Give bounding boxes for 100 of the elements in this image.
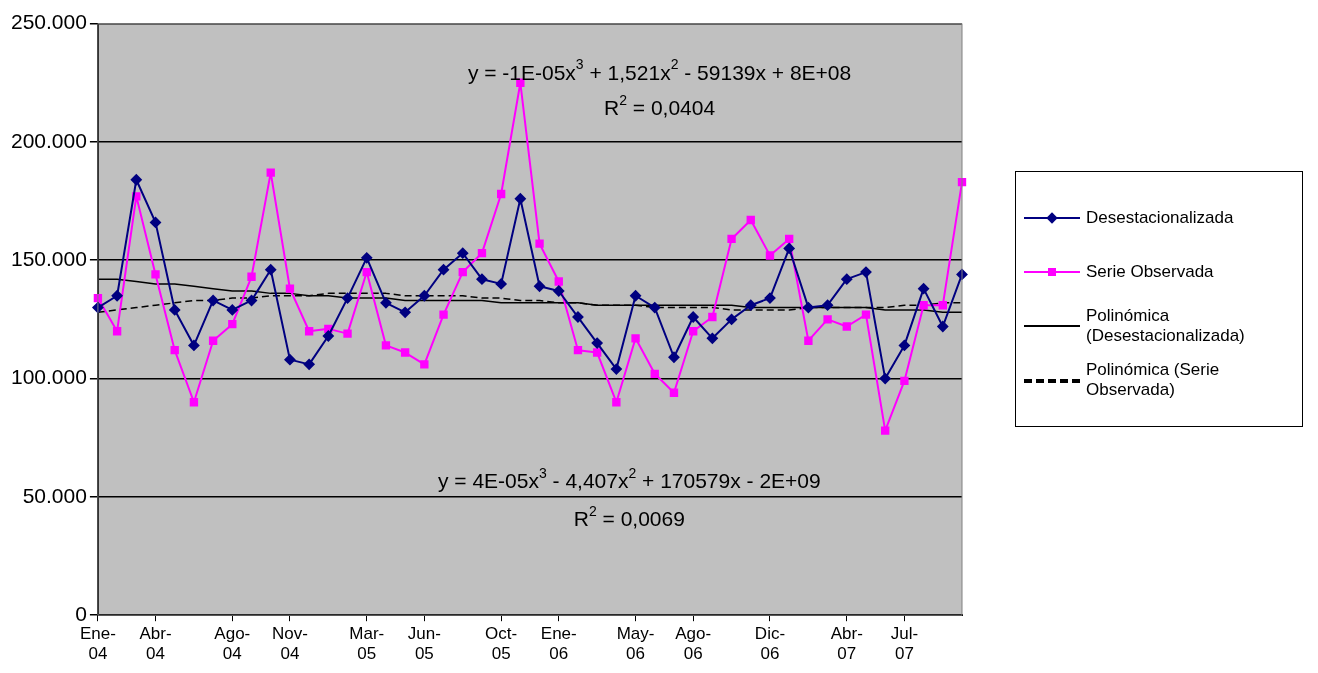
point (439, 310, 448, 319)
x-tick-label: Mar-05 (349, 624, 385, 664)
point (342, 292, 354, 304)
point (476, 273, 488, 285)
point (706, 332, 718, 344)
x-tick-label: Dic-06 (754, 624, 786, 664)
x-tick-label: Ene-04 (79, 624, 116, 664)
point (592, 348, 602, 357)
point (554, 277, 563, 286)
point (919, 301, 928, 310)
point (189, 398, 199, 407)
point (322, 330, 334, 342)
point (860, 266, 872, 278)
point (687, 311, 699, 323)
point (112, 327, 122, 336)
point (496, 189, 506, 199)
point (169, 304, 181, 316)
point (188, 339, 200, 351)
point (535, 239, 544, 248)
point (150, 216, 162, 228)
legend-label: Polinómica (Serie Observada) (1086, 360, 1221, 400)
y-tick-label: 50.000 (22, 483, 87, 507)
point (343, 329, 352, 338)
point (266, 168, 275, 177)
x-tick-label: Oct-05 (485, 624, 518, 664)
point (822, 299, 834, 311)
point (495, 278, 507, 290)
x-tick-label: Nov-04 (271, 624, 308, 664)
y-tick-label: 150.000 (10, 247, 87, 271)
point (898, 339, 910, 351)
y-tick-label: 0 (75, 602, 87, 625)
point (746, 215, 755, 225)
point (284, 354, 296, 366)
point (285, 284, 295, 293)
x-tick-label: May-06 (616, 624, 655, 664)
point (534, 280, 546, 292)
point (458, 267, 467, 277)
point (610, 363, 622, 375)
point (361, 252, 373, 264)
y-tick-label: 100.000 (10, 365, 87, 389)
point (208, 336, 218, 345)
point (823, 315, 832, 324)
point (938, 301, 947, 310)
point (400, 348, 410, 357)
point (380, 297, 392, 309)
point (918, 283, 930, 295)
point (572, 311, 584, 323)
point (514, 193, 526, 205)
x-tick-label: Abr-04 (139, 624, 172, 664)
point (111, 290, 123, 302)
point (420, 360, 429, 369)
x-tick-label: Jul-07 (890, 624, 919, 664)
point (228, 319, 237, 329)
point (649, 302, 661, 314)
point (399, 306, 411, 318)
point (381, 341, 391, 350)
y-tick-label: 200.000 (10, 128, 87, 152)
point (457, 247, 469, 259)
point (265, 264, 277, 276)
point (764, 292, 776, 304)
legend-label: Desestacionalizada (1086, 208, 1234, 228)
point (802, 302, 814, 314)
legend-label: Polinómica (Desestacionalizada) (1086, 306, 1246, 346)
point (226, 304, 238, 316)
point (418, 290, 430, 302)
point (745, 299, 757, 311)
point (881, 426, 890, 435)
x-tick-label: Ago-06 (675, 624, 712, 664)
point (304, 327, 314, 336)
point (362, 267, 371, 277)
point (612, 398, 621, 407)
x-tick-label: Ene-06 (540, 624, 577, 664)
point (842, 322, 851, 331)
point (303, 358, 315, 370)
point (631, 334, 640, 343)
point (246, 294, 258, 306)
point (841, 273, 853, 285)
point (765, 251, 775, 260)
point (804, 336, 813, 345)
point (247, 272, 256, 281)
point (650, 369, 659, 379)
point (207, 294, 219, 306)
point (879, 373, 891, 385)
point (937, 321, 949, 332)
x-tick-label: Jun-05 (407, 624, 441, 664)
point (438, 264, 450, 276)
point (785, 234, 794, 244)
point (130, 174, 142, 186)
y-tick-label: 250.000 (10, 10, 87, 34)
point (591, 337, 603, 349)
point (573, 345, 583, 355)
point (668, 351, 680, 363)
point (151, 270, 160, 279)
point (727, 234, 736, 244)
point (900, 376, 909, 386)
point (783, 242, 795, 254)
point (170, 345, 179, 355)
point (669, 388, 679, 397)
point (708, 312, 717, 322)
legend-label: Serie Observada (1086, 262, 1214, 282)
